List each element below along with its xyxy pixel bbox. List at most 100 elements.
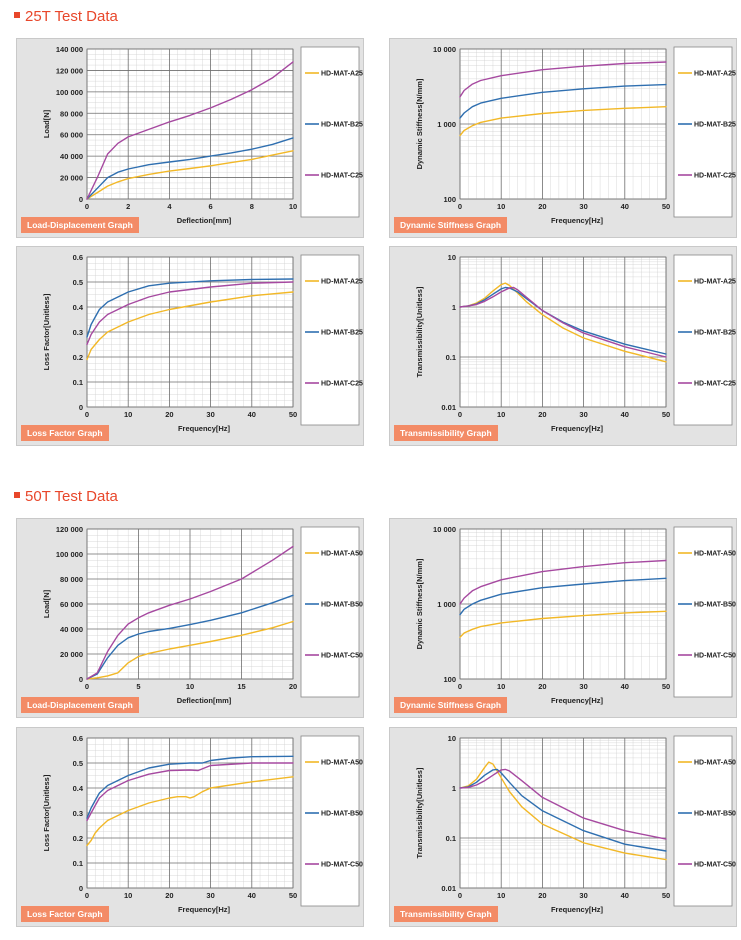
x-tick-label: 0: [458, 410, 462, 419]
x-tick-label: 40: [248, 891, 256, 900]
x-tick-label: 0: [458, 682, 462, 691]
legend-label: HD-MAT-A25: [321, 279, 363, 286]
chart-tag: Load-Displacement Graph: [21, 217, 139, 233]
minor-grid: [460, 257, 666, 407]
x-tick-label: 30: [206, 891, 214, 900]
chart-panel-25t-transmissibility: 0 10 20 30 40 50 0.01 0.1 1 10 Frequency[Hz] Transm…: [389, 246, 737, 446]
y-tick-label: 100: [443, 195, 456, 204]
x-tick-label: 0: [458, 891, 462, 900]
y-tick-label: 0.1: [446, 834, 456, 843]
x-tick-label: 30: [579, 202, 587, 211]
x-tick-label: 0: [85, 202, 89, 211]
x-tick-label: 30: [579, 682, 587, 691]
x-tick-label: 50: [289, 410, 297, 419]
legend-label: HD-MAT-A25: [321, 71, 363, 78]
x-tick-label: 2: [126, 202, 130, 211]
y-tick-label: 0.1: [446, 353, 456, 362]
legend-box: [300, 526, 360, 698]
series-line-hd-mat-b50: [459, 577, 667, 616]
chart-panel-25t-stiffness: 0 10 20 30 40 50 100 1 000 10 000 Frequency[Hz] Dy…: [389, 38, 737, 238]
x-tick-label: 8: [250, 202, 254, 211]
x-axis-label: Frequency[Hz]: [178, 905, 231, 914]
major-grid: [86, 528, 294, 680]
chart-svg: 0 10 20 30 40 50 100 1 000 10 000 Frequency[Hz] Dy…: [415, 525, 736, 705]
legend-box: [300, 46, 360, 218]
series-line-hd-mat-c25: [459, 286, 667, 358]
legend-box: [300, 735, 360, 907]
legend-label: HD-MAT-A50: [321, 760, 363, 767]
series-line-hd-mat-a25: [459, 282, 667, 363]
x-tick-label: 50: [289, 891, 297, 900]
series-line-hd-mat-b50: [86, 594, 294, 680]
x-tick-label: 40: [621, 682, 629, 691]
x-axis-label: Frequency[Hz]: [551, 216, 604, 225]
series-line-hd-mat-c25: [459, 61, 667, 98]
minor-grid: [460, 738, 666, 888]
legend-label: HD-MAT-A50: [694, 760, 736, 767]
legend-label: HD-MAT-C25: [321, 381, 363, 388]
x-tick-label: 10: [124, 410, 132, 419]
y-axis-label: Load[N]: [42, 589, 51, 618]
series-line-hd-mat-a50: [86, 620, 294, 680]
y-tick-label: 1 000: [437, 600, 456, 609]
y-tick-label: 1: [452, 784, 456, 793]
y-tick-label: 0.6: [73, 734, 83, 743]
series-line-hd-mat-c50: [86, 762, 294, 822]
x-tick-label: 10: [124, 891, 132, 900]
legend-label: HD-MAT-B50: [321, 811, 363, 818]
y-tick-label: 100 000: [56, 88, 83, 97]
y-tick-label: 1 000: [437, 120, 456, 129]
chart-tag: Load-Displacement Graph: [21, 697, 139, 713]
chart-tag: Transmissibility Graph: [394, 425, 498, 441]
section-title-25t: 25T Test Data: [14, 8, 118, 25]
legend-label: HD-MAT-C25: [694, 381, 736, 388]
y-axis-label: Loss Factor[Unitless]: [42, 774, 51, 851]
series-line-hd-mat-a25: [459, 105, 667, 137]
chart-svg: 0 2 4 6 8 10 0 20 000 40 000 60 000 80 000 100 000 1…: [42, 45, 363, 225]
x-tick-label: 40: [621, 410, 629, 419]
x-tick-label: 20: [165, 410, 173, 419]
y-tick-label: 0.2: [73, 353, 83, 362]
x-tick-label: 50: [662, 202, 670, 211]
x-tick-label: 20: [538, 410, 546, 419]
y-tick-label: 0.5: [73, 759, 83, 768]
y-tick-label: 20 000: [60, 174, 83, 183]
x-tick-label: 10: [497, 891, 505, 900]
x-axis-label: Deflection[mm]: [177, 696, 232, 705]
x-tick-label: 50: [662, 891, 670, 900]
y-tick-label: 0: [79, 675, 83, 684]
legend-label: HD-MAT-C50: [321, 653, 363, 660]
chart-panel-50t-loss: 0 10 20 30 40 50 0 0.1 0.2 0.3 0.4 0.5 0.6 Frequency[…: [16, 727, 364, 927]
y-tick-label: 0.4: [73, 784, 84, 793]
chart-svg: 0 10 20 30 40 50 100 1 000 10 000 Frequency[Hz] Dy…: [415, 45, 736, 225]
series-line-hd-mat-a25: [86, 150, 294, 200]
x-tick-label: 5: [136, 682, 140, 691]
chart-tag: Transmissibility Graph: [394, 906, 498, 922]
x-tick-label: 20: [538, 682, 546, 691]
legend-box: [673, 526, 733, 698]
legend-box: [673, 254, 733, 426]
y-tick-label: 0.4: [73, 303, 84, 312]
series-line-hd-mat-b25: [86, 137, 294, 200]
chart-panel-50t-stiffness: 0 10 20 30 40 50 100 1 000 10 000 Frequency[Hz] Dy…: [389, 518, 737, 718]
chart-tag: Dynamic Stiffness Graph: [394, 217, 508, 233]
y-tick-label: 140 000: [56, 45, 83, 54]
chart-svg: 0 10 20 30 40 50 0.01 0.1 1 10 Frequency[Hz] Transm…: [415, 734, 736, 914]
x-tick-label: 20: [538, 891, 546, 900]
legend-label: HD-MAT-C25: [694, 173, 736, 180]
series-line-hd-mat-c50: [459, 559, 667, 605]
y-tick-label: 0.6: [73, 253, 83, 262]
y-tick-label: 0: [79, 195, 83, 204]
y-tick-label: 0.01: [441, 884, 456, 893]
x-tick-label: 4: [167, 202, 172, 211]
series-line-hd-mat-c25: [86, 61, 294, 200]
x-tick-label: 6: [209, 202, 213, 211]
legend-label: HD-MAT-B50: [694, 602, 736, 609]
x-tick-label: 0: [85, 682, 89, 691]
legend-label: HD-MAT-A50: [694, 551, 736, 558]
y-tick-label: 120 000: [56, 525, 83, 534]
section-title-text: 25T Test Data: [25, 8, 118, 25]
legend-label: HD-MAT-B25: [694, 122, 736, 129]
y-tick-label: 0: [79, 884, 83, 893]
y-tick-label: 60 000: [60, 131, 83, 140]
